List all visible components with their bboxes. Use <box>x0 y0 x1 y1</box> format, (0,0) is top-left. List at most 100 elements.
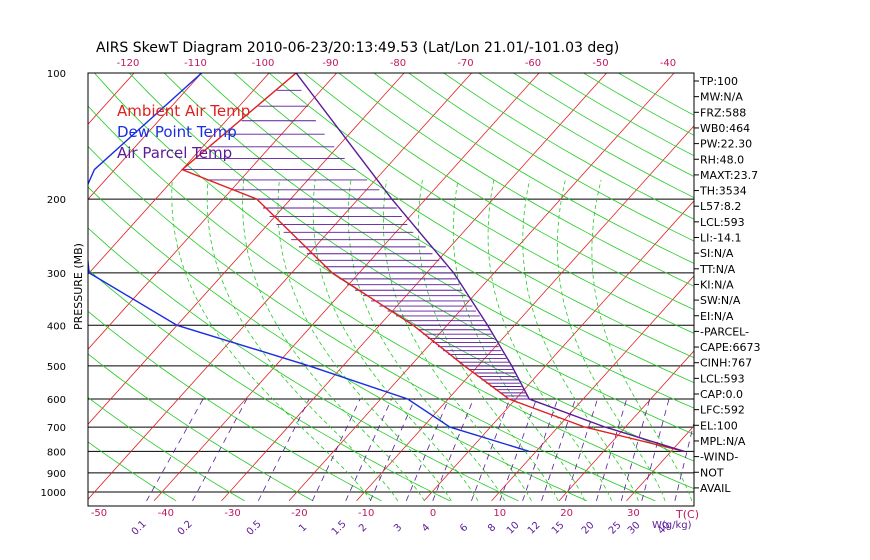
isotherm-line <box>558 350 694 502</box>
mixing-ratio-line <box>311 398 361 502</box>
dry-adiabat-line <box>233 73 694 359</box>
index-label: WB0:464 <box>700 122 750 135</box>
isotherm-line <box>491 275 694 502</box>
mixing-ratio-tick-label: 15 <box>550 520 567 537</box>
legend-entry: Dew Point Temp <box>117 123 237 141</box>
mixing-ratio-line <box>369 398 416 502</box>
moist-adiabat-line <box>452 179 586 502</box>
dry-adiabat-line <box>88 353 314 502</box>
isotherm-line <box>829 54 870 501</box>
dry-adiabat-line <box>373 73 694 264</box>
dry-adiabat-line <box>88 268 451 502</box>
mixing-ratio-line <box>620 398 651 501</box>
isotherm-line <box>762 54 870 501</box>
mixing-ratio-line <box>405 398 449 502</box>
mixing-ratio-line <box>146 398 204 502</box>
top-temp-tick-label: -80 <box>390 58 406 69</box>
mixing-ratio-line <box>499 398 537 502</box>
index-label: FRZ:588 <box>700 106 746 119</box>
isotherm-line <box>88 73 405 425</box>
moist-adiabat-line <box>206 179 399 502</box>
top-temp-tick-label: -50 <box>592 58 608 69</box>
index-label: CINH:767 <box>700 357 752 370</box>
index-label: NOT <box>700 466 724 479</box>
index-label: RH:48.0 <box>700 153 744 166</box>
index-label: CAPE:6673 <box>700 341 761 354</box>
moist-adiabat-line <box>417 179 559 502</box>
moist-adiabat-line <box>383 179 532 502</box>
index-label: PW:22.30 <box>700 138 752 151</box>
mixing-ratio-tick-label: 6 <box>458 522 470 534</box>
index-label: EI:N/A <box>700 310 734 323</box>
pressure-tick-label: 800 <box>47 447 66 458</box>
dry-adiabat-line <box>268 73 694 334</box>
mixing-ratio-line <box>564 398 598 501</box>
pressure-tick-label: 600 <box>47 395 66 406</box>
mixing-ratio-tick-label: 0.1 <box>130 519 149 538</box>
index-label: SI:N/A <box>700 247 734 260</box>
index-label: SW:N/A <box>700 294 741 307</box>
mixing-ratio-line <box>192 398 248 502</box>
bottom-temp-tick-label: 30 <box>627 508 640 519</box>
moist-adiabat-line <box>277 179 452 502</box>
top-temp-tick-label: -40 <box>660 58 676 69</box>
ambient-temp-line <box>180 73 685 453</box>
mixing-ratio-tick-label: 12 <box>526 520 543 537</box>
mixing-ratio-line <box>257 398 310 502</box>
index-label: AVAIL <box>700 482 731 495</box>
dry-adiabat-line <box>88 186 587 502</box>
bottom-temp-tick-label: -10 <box>358 508 374 519</box>
moist-adiabat-line <box>242 179 425 502</box>
mixing-ratio-tick-label: 1.5 <box>330 519 349 538</box>
bottom-temp-tick-label: 10 <box>493 508 506 519</box>
mixing-ratio-tick-label: 3 <box>392 522 404 534</box>
dry-adiabat-line <box>443 73 694 220</box>
chart-title: AIRS SkewT Diagram 2010-06-23/20:13:49.5… <box>96 40 619 56</box>
bottom-temp-tick-label: -30 <box>224 508 240 519</box>
y-axis-label: PRESSURE (MB) <box>72 243 85 330</box>
moist-adiabat-line <box>556 179 666 502</box>
index-label: -WIND- <box>700 451 738 464</box>
x-axis-label: T(C) <box>675 508 699 521</box>
mixing-ratio-line <box>541 398 576 502</box>
legend-entry: Air Parcel Temp <box>117 144 232 162</box>
moist-adiabat-line <box>171 179 372 502</box>
top-temp-tick-label: -90 <box>322 58 338 69</box>
index-label: LCL:593 <box>700 372 745 385</box>
pressure-tick-label: 500 <box>47 362 66 373</box>
isotherm-line <box>221 73 608 502</box>
pressure-tick-label: 900 <box>47 469 66 480</box>
moist-adiabat-line <box>487 179 612 502</box>
dry-adiabat-line <box>477 73 694 199</box>
bottom-temp-tick-label: 20 <box>560 508 573 519</box>
top-temp-tick-label: -100 <box>252 58 275 69</box>
index-label: EL:100 <box>700 419 738 432</box>
pressure-tick-label: 300 <box>47 269 66 280</box>
index-label: TT:N/A <box>699 263 736 276</box>
top-temp-tick-label: -60 <box>525 58 541 69</box>
parcel-temp-line <box>295 73 685 453</box>
legend-entry: Ambient Air Temp <box>117 102 250 120</box>
index-label: MPL:N/A <box>700 435 746 448</box>
plot-frame <box>87 72 695 507</box>
mixing-ratio-tick-label: 25 <box>607 520 624 537</box>
dry-adiabat-line <box>93 73 694 462</box>
mixing-ratio-tick-label: 8 <box>486 522 498 534</box>
index-label: CAP:0.0 <box>700 388 743 401</box>
pressure-tick-label: 200 <box>47 195 66 206</box>
index-label: KI:N/A <box>700 278 734 291</box>
mixing-ratio-tick-label: 30 <box>626 520 643 537</box>
moist-adiabat-line <box>522 179 639 502</box>
dry-adiabat-line <box>88 145 656 502</box>
index-label: TH:3534 <box>699 185 747 198</box>
index-label: LFC:592 <box>700 404 745 417</box>
index-label: MW:N/A <box>700 91 743 104</box>
isotherm-line <box>0 54 16 501</box>
dry-adiabat-line <box>338 73 694 287</box>
isotherm-line <box>288 73 675 502</box>
mixing-ratio-tick-label: 1 <box>297 522 309 534</box>
mixing-ratio-line <box>345 398 392 502</box>
mixing-ratio-line <box>522 398 559 502</box>
bottom-temp-tick-label: 0 <box>430 508 436 519</box>
mixing-ratio-tick-label: 0.2 <box>176 519 195 538</box>
